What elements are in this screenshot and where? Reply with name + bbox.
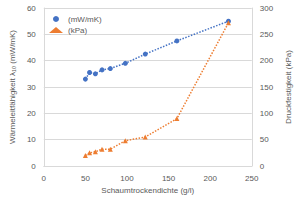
svg-text:0: 0 [31,162,36,171]
svg-text:100: 100 [120,174,134,183]
svg-text:150: 150 [162,174,176,183]
svg-text:300: 300 [260,4,274,13]
svg-text:0: 0 [42,174,47,183]
svg-text:100: 100 [260,109,274,118]
svg-text:50: 50 [260,135,269,144]
svg-text:(kPa): (kPa) [68,26,87,35]
svg-text:200: 200 [260,56,274,65]
svg-text:200: 200 [203,174,217,183]
svg-text:50: 50 [27,30,36,39]
svg-text:Druckfestigkeit (kPa): Druckfestigkeit (kPa) [284,50,293,124]
svg-text:40: 40 [27,56,36,65]
svg-text:60: 60 [27,4,36,13]
svg-text:Wärmeleitfähigkeit λ₁₀ (mW/mK): Wärmeleitfähigkeit λ₁₀ (mW/mK) [8,30,17,144]
svg-text:0: 0 [260,162,265,171]
svg-text:Schaumtrockendichte (g/l): Schaumtrockendichte (g/l) [101,186,194,195]
svg-text:30: 30 [27,83,36,92]
svg-text:250: 250 [245,174,259,183]
svg-text:(mW/mK): (mW/mK) [68,15,102,24]
svg-text:20: 20 [27,109,36,118]
svg-text:150: 150 [260,83,274,92]
svg-text:50: 50 [81,174,90,183]
svg-text:10: 10 [27,135,36,144]
svg-text:250: 250 [260,30,274,39]
